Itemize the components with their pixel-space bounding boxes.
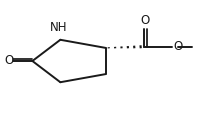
Text: O: O	[141, 14, 150, 27]
Text: NH: NH	[50, 21, 67, 34]
Text: O: O	[173, 40, 183, 53]
Text: O: O	[5, 54, 14, 66]
